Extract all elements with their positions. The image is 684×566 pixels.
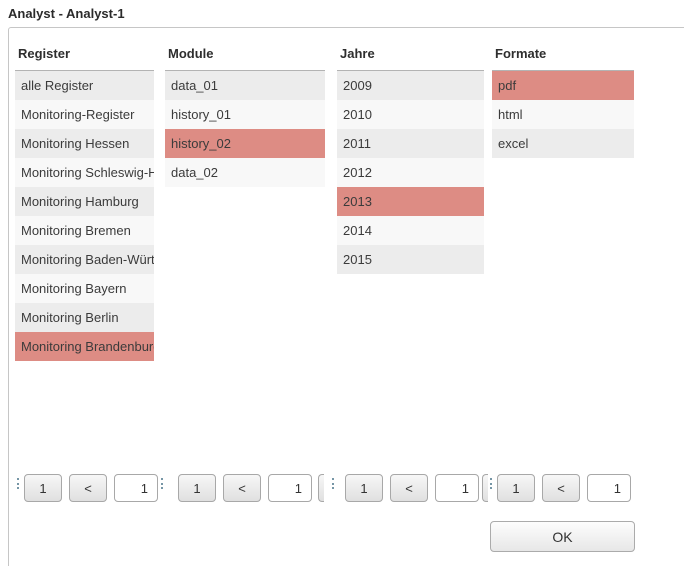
list-item[interactable]: history_01	[165, 100, 325, 129]
page-number-input[interactable]	[435, 474, 479, 502]
list-item[interactable]: Monitoring Berlin	[15, 303, 154, 332]
clipped-pager-dots	[490, 478, 492, 489]
clipped-pager-dots	[17, 478, 19, 489]
list-item[interactable]: Monitoring Schleswig-Holstein	[15, 158, 154, 187]
next-page-button-clipped[interactable]	[482, 474, 488, 502]
list-item-selected[interactable]: pdf	[492, 71, 634, 100]
column-header-formate: Formate	[492, 40, 634, 71]
list-item[interactable]: Monitoring Baden-Württemberg	[15, 245, 154, 274]
list-item[interactable]: data_02	[165, 158, 325, 187]
page-number-input[interactable]	[587, 474, 631, 502]
list-item[interactable]: 2014	[337, 216, 484, 245]
jahre-list: 2009 2010 2011 2012 2013 2014 2015	[337, 71, 484, 274]
list-item[interactable]: data_01	[165, 71, 325, 100]
pager-register: 1 <	[24, 474, 158, 502]
column-formate: Formate pdf html excel	[492, 40, 634, 158]
list-item[interactable]: excel	[492, 129, 634, 158]
list-item[interactable]: Monitoring Hessen	[15, 129, 154, 158]
page-number-input[interactable]	[268, 474, 312, 502]
first-page-button[interactable]: 1	[24, 474, 62, 502]
prev-page-button[interactable]: <	[223, 474, 261, 502]
list-item[interactable]: 2012	[337, 158, 484, 187]
list-item-selected[interactable]: history_02	[165, 129, 325, 158]
pager-module: 1 <	[178, 474, 312, 502]
list-item[interactable]: Monitoring Bremen	[15, 216, 154, 245]
list-item[interactable]: Monitoring Bayern	[15, 274, 154, 303]
column-header-module: Module	[165, 40, 325, 71]
list-item[interactable]: 2015	[337, 245, 484, 274]
list-item[interactable]: Monitoring Hamburg	[15, 187, 154, 216]
column-module: Module data_01 history_01 history_02 dat…	[165, 40, 325, 187]
first-page-button[interactable]: 1	[497, 474, 535, 502]
list-item[interactable]: 2009	[337, 71, 484, 100]
list-item[interactable]: Monitoring-Register	[15, 100, 154, 129]
next-page-button-clipped[interactable]	[318, 474, 324, 502]
column-jahre: Jahre 2009 2010 2011 2012 2013 2014 2015	[337, 40, 484, 274]
list-item[interactable]: 2010	[337, 100, 484, 129]
list-item[interactable]: html	[492, 100, 634, 129]
first-page-button[interactable]: 1	[178, 474, 216, 502]
prev-page-button[interactable]: <	[542, 474, 580, 502]
clipped-pager-dots	[332, 478, 334, 489]
list-item[interactable]: 2011	[337, 129, 484, 158]
column-register: Register alle Register Monitoring-Regist…	[15, 40, 154, 361]
page-number-input[interactable]	[114, 474, 158, 502]
column-header-register: Register	[15, 40, 154, 71]
prev-page-button[interactable]: <	[390, 474, 428, 502]
pager-jahre: 1 <	[345, 474, 479, 502]
formate-list: pdf html excel	[492, 71, 634, 158]
register-list: alle Register Monitoring-Register Monito…	[15, 71, 154, 361]
list-item-selected[interactable]: Monitoring Brandenburg	[15, 332, 154, 361]
prev-page-button[interactable]: <	[69, 474, 107, 502]
pager-formate: 1 <	[497, 474, 631, 502]
column-header-jahre: Jahre	[337, 40, 484, 71]
list-item-selected[interactable]: 2013	[337, 187, 484, 216]
list-item[interactable]: alle Register	[15, 71, 154, 100]
page-title: Analyst - Analyst-1	[8, 6, 125, 21]
ok-button[interactable]: OK	[490, 521, 635, 552]
module-list: data_01 history_01 history_02 data_02	[165, 71, 325, 187]
clipped-pager-dots	[161, 478, 163, 489]
first-page-button[interactable]: 1	[345, 474, 383, 502]
